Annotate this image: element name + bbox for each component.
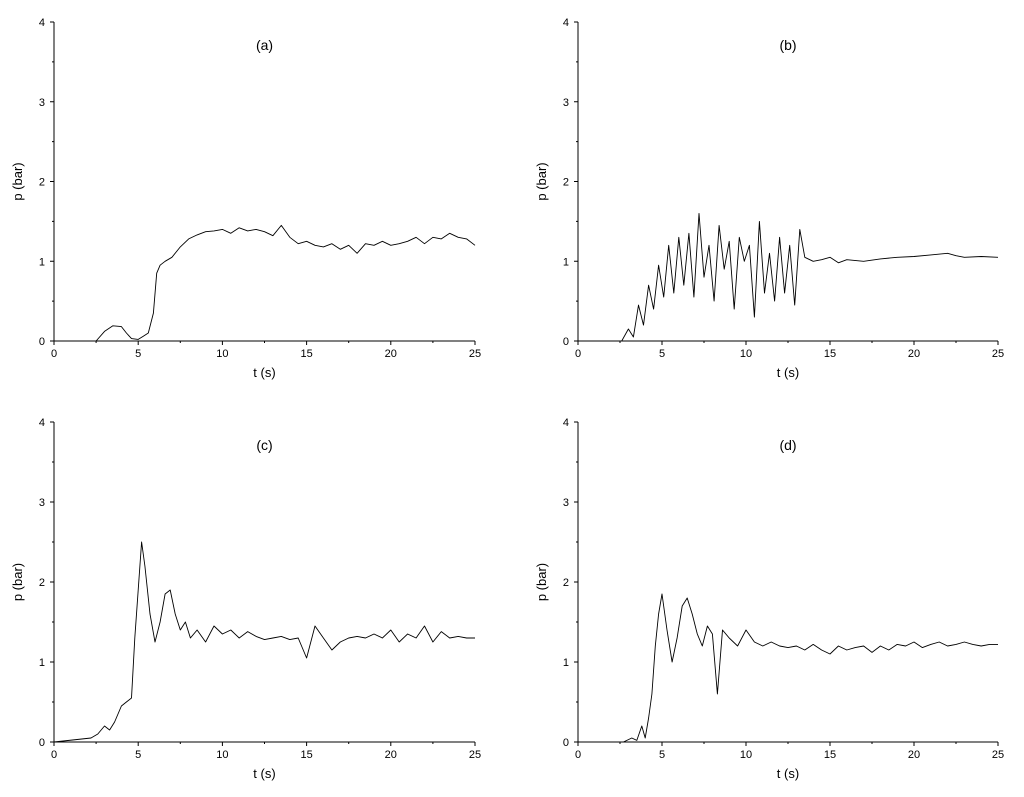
y-tick-label: 3 (39, 97, 45, 109)
y-tick-label: 1 (563, 657, 569, 669)
x-tick-label: 20 (385, 348, 397, 360)
panel-label: (d) (779, 437, 796, 453)
pressure-series-line (54, 224, 476, 342)
x-tick-label: 5 (135, 348, 141, 360)
x-tick-label: 10 (740, 749, 752, 761)
y-axis-label: p (bar) (10, 563, 25, 601)
x-tick-label: 15 (300, 749, 312, 761)
y-tick-label: 4 (563, 417, 569, 429)
chart-panel: 0 5 10 15 20 25 0 1 2 3 4 t (s) p (bar) (c) (10, 417, 481, 781)
panel-label: (b) (779, 37, 796, 53)
x-tick-label: 25 (469, 348, 481, 360)
y-tick-label: 2 (39, 577, 45, 589)
y-tick-label: 3 (39, 497, 45, 509)
x-tick-label: 15 (300, 348, 312, 360)
y-axis-label: p (bar) (534, 162, 549, 200)
x-axis-label: t (s) (253, 365, 275, 380)
x-tick-label: 15 (824, 348, 836, 360)
x-tick-label: 5 (659, 348, 665, 360)
x-axis-label: t (s) (777, 365, 799, 380)
y-tick-label: 0 (563, 737, 569, 749)
x-tick-label: 10 (216, 749, 228, 761)
y-tick-label: 0 (39, 336, 45, 348)
y-tick-label: 1 (39, 657, 45, 669)
x-tick-label: 20 (908, 749, 920, 761)
y-tick-label: 3 (563, 97, 569, 109)
chart-panel: 0 5 10 15 20 25 0 1 2 3 4 t (s) p (bar) (a) (10, 17, 481, 380)
pressure-series-line (53, 541, 475, 743)
y-tick-label: 0 (39, 737, 45, 749)
x-axis-label: t (s) (777, 766, 799, 781)
x-tick-label: 25 (992, 348, 1004, 360)
pressure-series-line (578, 593, 998, 743)
x-tick-label: 0 (51, 749, 57, 761)
x-tick-label: 5 (659, 749, 665, 761)
y-tick-label: 3 (563, 497, 569, 509)
x-tick-label: 10 (216, 348, 228, 360)
y-tick-label: 0 (563, 336, 569, 348)
pressure-series-line (578, 212, 999, 342)
y-tick-label: 4 (39, 17, 45, 29)
y-tick-label: 2 (563, 577, 569, 589)
x-tick-label: 20 (385, 749, 397, 761)
x-tick-label: 10 (740, 348, 752, 360)
x-tick-label: 25 (469, 749, 481, 761)
x-tick-label: 0 (575, 348, 581, 360)
y-tick-label: 2 (39, 177, 45, 189)
x-tick-label: 0 (51, 348, 57, 360)
y-tick-label: 1 (39, 256, 45, 268)
y-axis-label: p (bar) (10, 162, 25, 200)
y-axis-label: p (bar) (534, 563, 549, 601)
y-tick-label: 4 (563, 17, 569, 29)
chart-panel: 0 5 10 15 20 25 0 1 2 3 4 t (s) p (bar) (b) (534, 17, 1004, 380)
x-tick-label: 20 (908, 348, 920, 360)
y-tick-label: 2 (563, 177, 569, 189)
x-axis-label: t (s) (253, 766, 275, 781)
x-tick-label: 15 (824, 749, 836, 761)
chart-panel: 0 5 10 15 20 25 0 1 2 3 4 t (s) p (bar) (d) (534, 417, 1004, 781)
x-tick-label: 5 (135, 749, 141, 761)
x-tick-label: 25 (992, 749, 1004, 761)
x-tick-label: 0 (575, 749, 581, 761)
y-tick-label: 1 (563, 256, 569, 268)
y-tick-label: 4 (39, 417, 45, 429)
panel-label: (a) (256, 37, 273, 53)
panel-label: (c) (256, 437, 272, 453)
